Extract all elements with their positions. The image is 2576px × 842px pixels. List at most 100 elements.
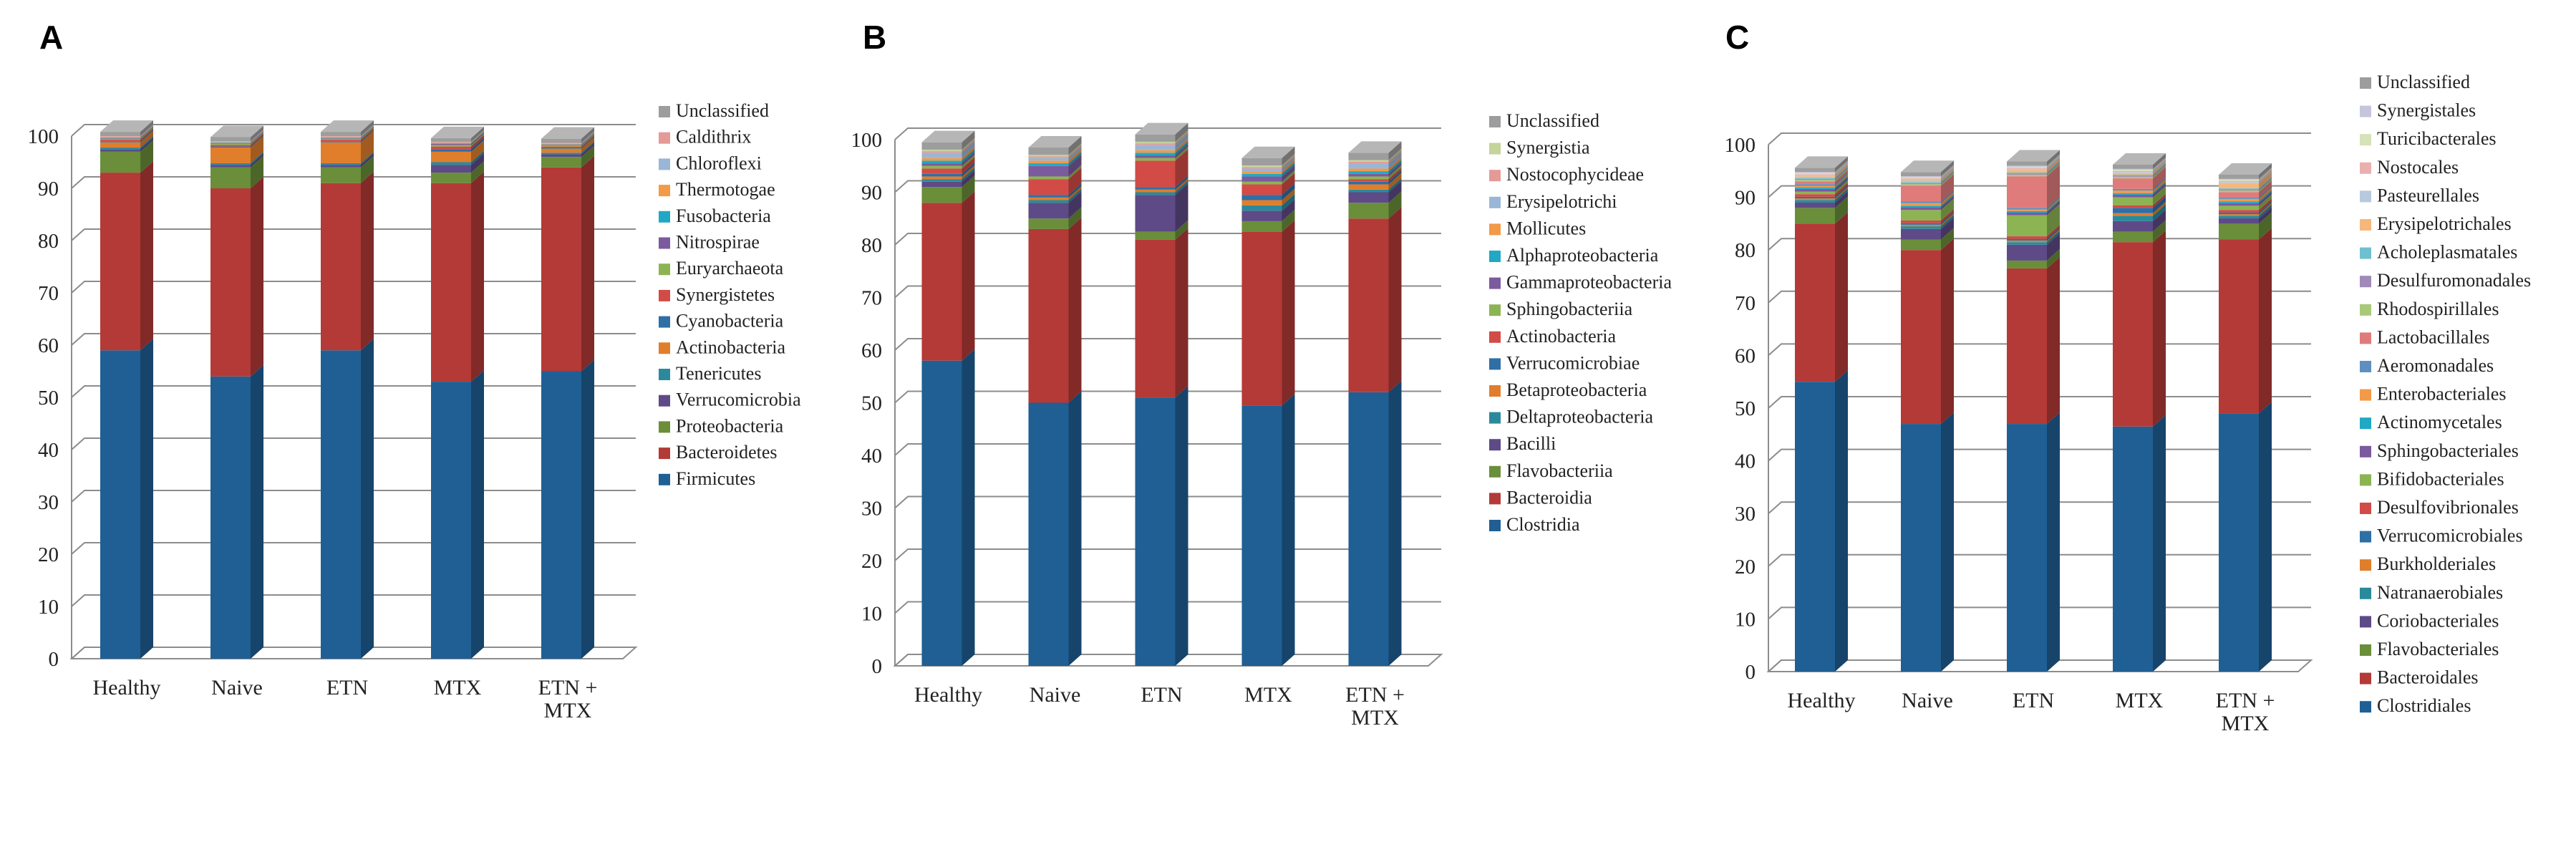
bar-segment-side bbox=[1835, 161, 1848, 175]
legend-swatch bbox=[1489, 116, 1501, 127]
bar-segment-side bbox=[1941, 208, 1954, 223]
bar-segment bbox=[2113, 221, 2153, 232]
gridline bbox=[894, 127, 1441, 140]
legend-label: Lactobacillales bbox=[2377, 326, 2489, 347]
bar-segment-side bbox=[1282, 183, 1295, 200]
legend-label: Caldithrix bbox=[676, 127, 751, 147]
bar-segment bbox=[2219, 183, 2259, 189]
bar-segment bbox=[2007, 260, 2047, 268]
bar-segment-side bbox=[2153, 181, 2166, 195]
bar-segment bbox=[431, 137, 471, 142]
bar-segment-side bbox=[1068, 143, 1082, 157]
bar-segment bbox=[431, 165, 471, 173]
legend-label: Pasteurellales bbox=[2377, 185, 2479, 205]
bar-segment bbox=[2113, 231, 2153, 243]
bar-segment-side bbox=[1068, 168, 1082, 195]
legend-swatch bbox=[659, 289, 670, 301]
bar-segment-side bbox=[251, 364, 263, 659]
bar-segment-side bbox=[361, 128, 374, 142]
legend-swatch bbox=[2360, 134, 2371, 146]
legend-swatch bbox=[1489, 465, 1501, 478]
bar-segment-side bbox=[2153, 209, 2166, 232]
bar-segment-side bbox=[1068, 165, 1082, 180]
y-tick-label: 50 bbox=[861, 392, 882, 415]
bar-segment-side bbox=[251, 177, 263, 377]
bar-segment-side bbox=[1175, 133, 1188, 150]
bar-segment bbox=[100, 137, 140, 138]
bar-segment-side bbox=[2259, 167, 2272, 180]
bar-segment-side bbox=[251, 131, 263, 144]
bar-segment-side bbox=[1175, 146, 1188, 161]
bar-segment-side bbox=[1175, 132, 1188, 145]
legend-label: Bacteroidales bbox=[2377, 667, 2479, 688]
bar-segment-side bbox=[1941, 194, 1954, 208]
bar-segment-side bbox=[2047, 163, 2060, 177]
bar-segment-side bbox=[2259, 207, 2272, 224]
y-tick-label: 70 bbox=[1735, 292, 1756, 315]
bar-segment-side bbox=[2259, 170, 2272, 183]
bar-segment-side bbox=[962, 154, 975, 169]
bar-segment bbox=[1135, 158, 1176, 161]
legend-swatch bbox=[2360, 105, 2371, 117]
bar-segment-side bbox=[1068, 207, 1082, 229]
bar-segment-side bbox=[581, 145, 594, 168]
bar-segment-side bbox=[1941, 238, 1954, 425]
bar-segment bbox=[921, 153, 962, 158]
bar-segment-side bbox=[581, 133, 594, 146]
bar-segment bbox=[1348, 181, 1389, 185]
legend-label: Deltaproteobacteria bbox=[1506, 407, 1653, 427]
legend-label: Betaproteobacteria bbox=[1506, 379, 1647, 400]
bar-segment-side bbox=[1388, 168, 1402, 182]
x-tick-label: Healthy bbox=[93, 676, 161, 700]
legend-label: Synergistia bbox=[1506, 137, 1590, 158]
bar-segment bbox=[1028, 156, 1069, 158]
bar-segment-side bbox=[2047, 154, 2060, 167]
bar-segment bbox=[431, 151, 471, 163]
bar-segment bbox=[100, 151, 140, 173]
bar-segment bbox=[2219, 214, 2259, 216]
bar-segment bbox=[321, 140, 361, 142]
bar-segment bbox=[1348, 392, 1389, 666]
bar-segment-side bbox=[962, 170, 975, 188]
bar-segment-side bbox=[1175, 138, 1188, 153]
bar-segment-side bbox=[2259, 194, 2272, 210]
bar-segment-side bbox=[2153, 177, 2166, 191]
legend-swatch bbox=[659, 185, 670, 197]
bar-segment bbox=[2007, 174, 2047, 177]
x-tick-label: ETN bbox=[2013, 689, 2054, 712]
bar-segment bbox=[321, 132, 361, 136]
bar-segment-side bbox=[140, 128, 153, 142]
bar-segment bbox=[2219, 413, 2259, 672]
bar-segment-side bbox=[1835, 183, 1848, 197]
bar-segment-side bbox=[1835, 175, 1848, 189]
bar-segment-side bbox=[1068, 188, 1082, 203]
y-tick-label: 10 bbox=[1735, 608, 1756, 631]
bar-segment-side bbox=[962, 141, 975, 158]
bar-segment-side bbox=[1835, 168, 1848, 182]
bar-segment bbox=[1241, 181, 1282, 185]
bar-segment bbox=[2113, 194, 2153, 198]
bar-segment bbox=[2007, 161, 2047, 166]
bar-segment-side bbox=[1835, 174, 1848, 188]
bar-segment bbox=[1241, 168, 1282, 172]
bar-stack-1 bbox=[1028, 136, 1082, 666]
bar-segment-side bbox=[2153, 153, 2166, 169]
bar-segment bbox=[1795, 175, 1835, 177]
bar-segment bbox=[2113, 176, 2153, 179]
y-tick-label: 60 bbox=[861, 339, 882, 362]
bar-segment-side bbox=[361, 151, 374, 165]
bar-segment-side bbox=[1835, 166, 1848, 179]
legend-label: Chloroflexi bbox=[676, 153, 762, 173]
bar-segment bbox=[2007, 208, 2047, 210]
bar-segment bbox=[1901, 224, 1941, 227]
x-tick-label: MTX bbox=[2116, 689, 2164, 712]
bar-segment-side bbox=[1941, 211, 1954, 225]
legend-swatch bbox=[659, 132, 670, 144]
bar-segment bbox=[541, 157, 581, 168]
legend-label: Clostridia bbox=[1506, 514, 1580, 535]
bar-segment-side bbox=[581, 137, 594, 153]
bar-segment-side bbox=[1068, 391, 1082, 666]
y-tick-label: 100 bbox=[851, 129, 883, 152]
legend-label: Erysipelotrichi bbox=[1506, 191, 1617, 212]
legend-label: Unclassified bbox=[2377, 72, 2470, 92]
